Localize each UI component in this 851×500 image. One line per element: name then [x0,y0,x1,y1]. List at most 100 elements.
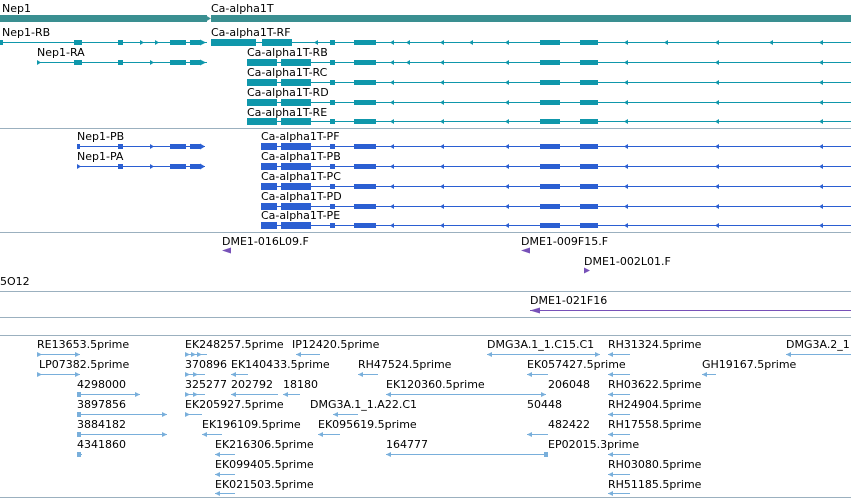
transcript-nep1-ra[interactable] [37,59,207,66]
transcript-ca-alpha1t-rb[interactable] [247,59,851,66]
est-label: EK196109.5prime [202,418,301,431]
est-feature[interactable] [77,412,167,417]
est-label: EK216306.5prime [215,438,314,451]
est-label: 18180 [283,378,318,391]
protein-ca-alpha1t-pb[interactable] [261,163,851,170]
gene-bar-ca-alpha1t[interactable] [211,15,851,22]
est-feature[interactable] [37,352,80,357]
est-label: EK248257.5prime [185,338,284,351]
est-feature[interactable] [608,392,630,397]
est-feature[interactable] [608,412,630,417]
protein-ca-alpha1t-pd[interactable] [261,203,851,210]
clone-marker[interactable] [584,267,590,274]
est-label: EK021503.5prime [215,478,314,491]
est-label: EK057427.5prime [527,358,626,371]
est-feature[interactable] [185,392,205,397]
clone-track-b: 5O12 DME1-021F16 [0,275,851,314]
est-feature[interactable] [202,432,222,437]
est-feature[interactable] [386,392,546,397]
est-label: RH47524.5prime [358,358,452,371]
est-label: LP07382.5prime [39,358,130,371]
est-feature[interactable] [527,432,548,437]
clone-label: DME1-021F16 [530,294,607,307]
protein-ca-alpha1t-pf[interactable] [261,143,851,150]
est-label: EK140433.5prime [231,358,330,371]
est-feature[interactable] [527,372,548,377]
gene-junction-arrow [205,15,211,22]
est-label: 164777 [386,438,428,451]
est-feature[interactable] [185,352,207,357]
est-label: RH24904.5prime [608,398,702,411]
est-feature[interactable] [386,452,548,457]
est-label: RH03622.5prime [608,378,702,391]
est-feature[interactable] [283,392,300,397]
est-feature[interactable] [358,372,378,377]
est-label: EK099405.5prime [215,458,314,471]
est-feature[interactable] [296,352,320,357]
est-label: DMG3A.2_1 [786,338,850,351]
est-feature[interactable] [215,472,235,477]
transcript-nep1-rb[interactable] [0,39,207,46]
est-label: 3897856 [77,398,126,411]
clone-marker[interactable] [222,247,231,254]
est-feature[interactable] [608,472,630,477]
est-label: RH03080.5prime [608,458,702,471]
est-feature[interactable] [608,491,630,496]
track-dividers [0,128,851,498]
est-feature[interactable] [77,392,140,397]
transcript-ca-alpha1t-rf[interactable] [211,39,851,46]
protein-label: Nep1-PA [77,150,124,163]
protein-ca-alpha1t-pc[interactable] [261,183,851,190]
transcript-label: Ca-alpha1T-RB [247,46,328,59]
est-feature[interactable] [215,452,235,457]
transcript-label: Nep1-RB [2,26,50,39]
est-feature[interactable] [318,432,340,437]
est-feature[interactable] [37,372,80,377]
gene-bar-nep1[interactable] [0,15,207,22]
est-label: EK120360.5prime [386,378,485,391]
est-feature[interactable] [185,372,205,377]
est-features [37,352,851,496]
clone-marker[interactable] [521,247,530,254]
protein-track [77,143,851,229]
est-feature[interactable] [608,372,630,377]
est-label: EK095619.5prime [318,418,417,431]
clone-label: 5O12 [0,275,30,288]
gene-label-ca-alpha1t: Ca-alpha1T [211,2,274,15]
transcript-ca-alpha1t-rc[interactable] [247,79,851,86]
est-feature[interactable] [231,392,278,397]
clone-marker[interactable] [530,307,540,314]
protein-label: Nep1-PB [77,130,124,143]
est-feature[interactable] [185,412,202,417]
est-feature[interactable] [702,372,716,377]
est-label: DMG3A.1_1.C15.C1 [487,338,594,351]
est-label: RE13653.5prime [37,338,129,351]
est-feature[interactable] [786,352,851,357]
est-feature[interactable] [487,352,600,357]
protein-nep1-pb[interactable] [77,143,205,150]
transcript-ca-alpha1t-rd[interactable] [247,99,851,106]
clone-label: DME1-009F15.F [521,235,608,248]
protein-label: Ca-alpha1T-PB [261,150,341,163]
est-feature[interactable] [215,491,235,496]
protein-labels: Nep1-PB Nep1-PA Ca-alpha1T-PF Ca-alpha1T… [77,130,342,222]
protein-ca-alpha1t-pe[interactable] [261,222,851,229]
est-label: 370896 [185,358,227,371]
transcript-ca-alpha1t-re[interactable] [247,118,851,125]
est-label: 4341860 [77,438,126,451]
est-feature[interactable] [608,352,630,357]
est-feature[interactable] [77,452,82,457]
transcript-label: Nep1-RA [37,46,85,59]
est-label: 482422 [548,418,590,431]
est-feature[interactable] [608,452,630,457]
protein-nep1-pa[interactable] [77,163,205,170]
transcript-track [0,39,851,125]
est-feature[interactable] [77,432,167,437]
est-feature[interactable] [608,432,630,437]
transcript-label: Ca-alpha1T-RC [247,66,328,79]
est-feature[interactable] [231,372,248,377]
est-label: EP02015.3prime [548,438,639,451]
est-label: RH31324.5prime [608,338,702,351]
est-feature[interactable] [333,412,358,417]
